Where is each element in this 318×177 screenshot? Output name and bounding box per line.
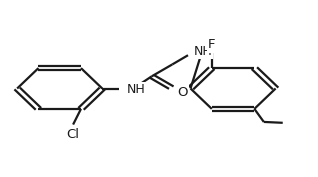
Text: F: F (208, 38, 216, 52)
Text: NH: NH (193, 45, 212, 58)
Text: Cl: Cl (66, 128, 80, 141)
Text: O: O (177, 86, 188, 99)
Text: NH: NH (127, 83, 145, 96)
